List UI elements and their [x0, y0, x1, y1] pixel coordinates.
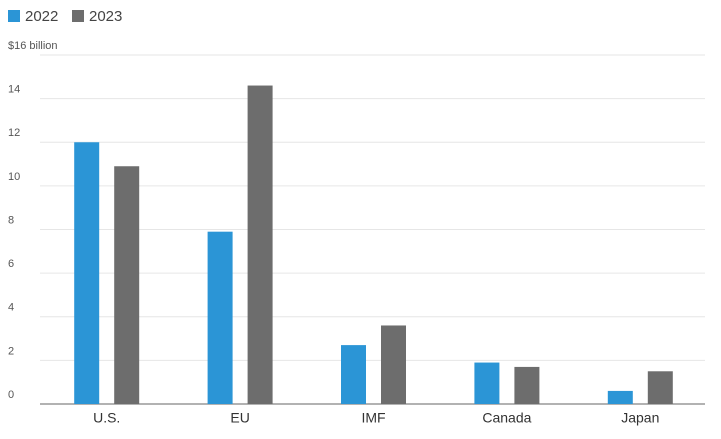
y-tick-label: 14 [8, 84, 20, 96]
bar [647, 371, 673, 404]
y-tick-label: 4 [8, 302, 14, 314]
x-tick-label: Japan [621, 410, 659, 426]
bar [247, 85, 273, 404]
legend-label: 2022 [25, 8, 58, 25]
y-tick-label: $16 billion [8, 40, 58, 52]
legend-label: 2023 [89, 8, 122, 25]
bar [607, 390, 633, 404]
y-tick-label: 10 [8, 171, 20, 183]
bar [207, 231, 233, 404]
y-tick-label: 8 [8, 214, 14, 226]
bar [514, 366, 540, 404]
legend-swatch [72, 10, 84, 22]
x-tick-label: Canada [482, 410, 531, 426]
bar [381, 325, 406, 404]
bar [474, 362, 500, 404]
x-tick-label: IMF [361, 410, 385, 426]
y-tick-label: 12 [8, 127, 20, 139]
bar [74, 142, 100, 404]
x-tick-label: EU [230, 410, 249, 426]
y-tick-label: 6 [8, 258, 14, 270]
y-tick-label: 2 [8, 345, 14, 357]
bar [114, 166, 140, 404]
legend-swatch [8, 10, 20, 22]
x-tick-label: U.S. [93, 410, 120, 426]
bar [341, 345, 366, 404]
y-tick-label: 0 [8, 389, 14, 401]
